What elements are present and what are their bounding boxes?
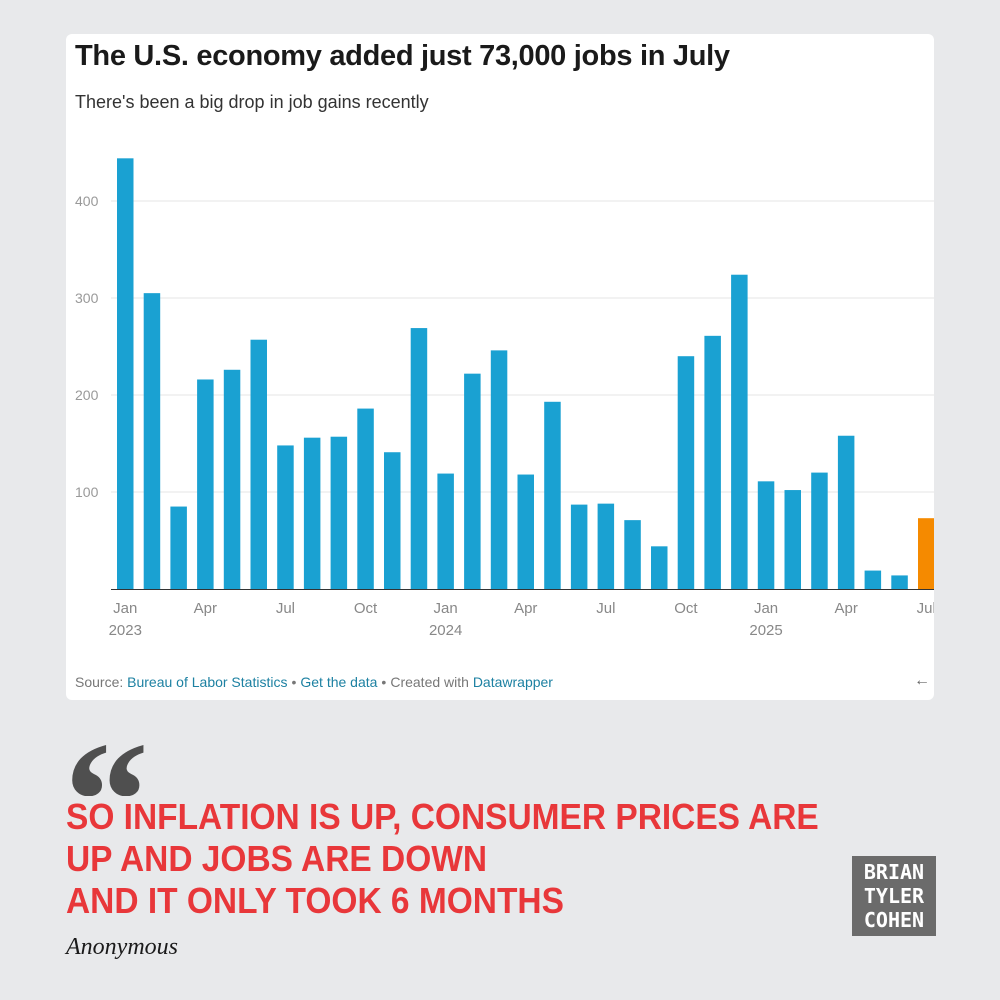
x-tick-label: Apr xyxy=(834,600,857,617)
x-tick-label: Oct xyxy=(674,600,698,617)
y-tick-label: 400 xyxy=(75,193,99,209)
bar xyxy=(330,436,348,589)
x-tick-label: Apr xyxy=(194,600,217,617)
chart-title: The U.S. economy added just 73,000 jobs … xyxy=(75,40,730,72)
brand-line: TYLER xyxy=(863,884,925,908)
bar xyxy=(811,472,828,589)
bar-chart: 100 200 300 400 Jan 2023 Apr Jul Oct Jan 2024 Apr Ju… xyxy=(75,158,934,639)
bar xyxy=(918,518,934,589)
bar xyxy=(624,520,641,589)
source-prefix: Source: xyxy=(75,674,124,690)
bar xyxy=(570,504,588,589)
bar xyxy=(250,339,267,589)
created-with-text: Created with xyxy=(390,674,469,690)
bls-link[interactable]: Bureau of Labor Statistics xyxy=(127,674,288,690)
bar xyxy=(651,546,668,589)
brand-line: BRIAN xyxy=(863,860,925,884)
bar xyxy=(544,401,561,589)
bar xyxy=(784,490,801,589)
brand-logo: BRIAN TYLER COHEN xyxy=(852,856,936,936)
separator: • xyxy=(381,674,387,690)
x-tick-label: Jan xyxy=(113,600,137,617)
bar xyxy=(864,570,882,589)
bar xyxy=(170,506,187,589)
get-data-link[interactable]: Get the data xyxy=(300,674,378,690)
bar xyxy=(277,445,294,589)
bar xyxy=(143,293,161,589)
x-tick-label: Oct xyxy=(354,600,378,617)
bar xyxy=(517,474,534,589)
quote-text: SO INFLATION IS UP, CONSUMER PRICES ARE … xyxy=(66,796,846,922)
x-tick-year-label: 2025 xyxy=(749,622,782,639)
bar xyxy=(490,350,508,589)
datawrapper-link[interactable]: Datawrapper xyxy=(472,674,553,690)
bar xyxy=(117,158,134,589)
bar xyxy=(731,274,748,589)
bar xyxy=(410,328,428,589)
bar xyxy=(677,356,695,589)
quote-line: UP AND JOBS ARE DOWN xyxy=(66,838,488,879)
brand-line: COHEN xyxy=(863,908,925,932)
chart-subtitle: There's been a big drop in job gains rec… xyxy=(75,92,429,112)
chart-card: The U.S. economy added just 73,000 jobs … xyxy=(66,34,934,700)
bar xyxy=(597,503,615,589)
y-tick-label: 300 xyxy=(75,290,99,306)
bar xyxy=(837,435,855,589)
separator: • xyxy=(291,674,297,690)
x-tick-label: Jul xyxy=(276,600,295,617)
bar xyxy=(757,481,775,589)
y-tick-label: 200 xyxy=(75,387,99,403)
x-tick-label: Jan xyxy=(754,600,778,617)
quote-mark-icon: “ xyxy=(64,716,149,796)
bar xyxy=(437,473,454,589)
bar xyxy=(891,575,908,589)
bar xyxy=(384,452,401,589)
x-tick-label: Jul xyxy=(596,600,615,617)
x-tick-year-label: 2023 xyxy=(109,622,142,639)
bar xyxy=(464,373,481,589)
quote-line: AND IT ONLY TOOK 6 MONTHS xyxy=(66,880,564,921)
bar xyxy=(223,369,241,589)
chart-source: Source: Bureau of Labor Statistics • Get t… xyxy=(75,674,553,690)
x-tick-label: Jan xyxy=(434,600,458,617)
x-tick-label: Apr xyxy=(514,600,537,617)
bar xyxy=(303,437,321,589)
y-tick-label: 100 xyxy=(75,484,99,500)
x-tick-year-label: 2024 xyxy=(429,622,462,639)
bar xyxy=(357,408,374,589)
quote-author: Anonymous xyxy=(66,934,178,960)
bar xyxy=(704,335,721,589)
arrow-left-icon[interactable]: ← xyxy=(914,672,930,689)
quote-line: SO INFLATION IS UP, CONSUMER PRICES ARE xyxy=(66,796,819,837)
bar xyxy=(197,379,214,589)
x-tick-label: Jul xyxy=(917,600,934,617)
